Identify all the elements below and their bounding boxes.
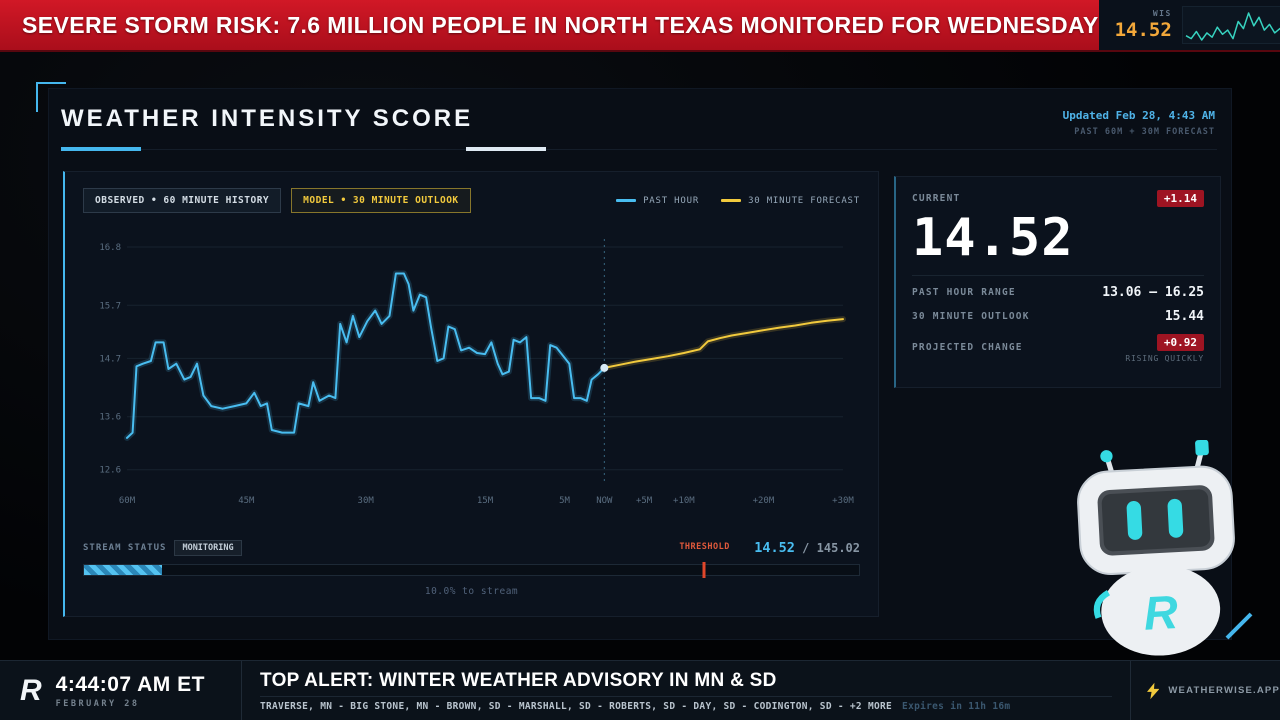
legend-swatch — [616, 199, 637, 202]
svg-text:14.7: 14.7 — [99, 354, 121, 364]
svg-text:+30M: +30M — [832, 496, 854, 506]
threshold-label: THRESHOLD — [679, 542, 730, 552]
chart-legend: PAST HOUR 30 MINUTE FORECAST — [616, 196, 860, 206]
stat-label: 30 MINUTE OUTLOOK — [912, 310, 1030, 322]
chart-toolbar: OBSERVED • 60 MINUTE HISTORY MODEL • 30 … — [83, 188, 860, 213]
robot-eye-icon — [1126, 500, 1143, 540]
projected-label: PROJECTED CHANGE — [912, 342, 1023, 354]
legend-swatch — [721, 199, 742, 202]
corner-bracket-icon — [36, 82, 38, 112]
brand-section: WEATHERWISE.APP — [1130, 661, 1280, 720]
current-value: 14.52 — [912, 208, 1074, 268]
stream-value: 14.52 / 145.02 — [754, 540, 860, 556]
wis-ticker-value: 14.52 — [1114, 19, 1172, 41]
progress-note: 10.0% to stream — [424, 586, 519, 597]
updated-timestamp: Updated Feb 28, 4:43 AM — [1062, 109, 1215, 122]
alert-expires: Expires in 11h 16m — [902, 700, 1011, 712]
current-row: CURRENT +1.14 — [912, 190, 1204, 207]
robot-eye-icon — [1167, 498, 1184, 538]
clock-block: 4:44:07 AM ET FEBRUARY 28 — [56, 673, 205, 709]
svg-text:15.7: 15.7 — [99, 301, 121, 311]
wis-sparkline-chart — [1181, 6, 1280, 44]
chart-card: OBSERVED • 60 MINUTE HISTORY MODEL • 30 … — [63, 171, 879, 617]
wis-ticker: WIS 14.52 — [1098, 0, 1280, 50]
stat-value: 13.06 – 16.25 — [1102, 284, 1204, 300]
stats-divider — [912, 274, 1204, 276]
monitoring-badge: MONITORING — [174, 539, 242, 556]
alert-divider — [260, 695, 1112, 697]
progress-fill — [84, 565, 162, 575]
lightning-bolt-icon — [1147, 682, 1160, 699]
stream-progress-bar — [83, 562, 860, 578]
projected-column: +0.92 RISING QUICKLY — [1125, 333, 1204, 363]
wis-ticker-label: WIS — [1152, 9, 1172, 18]
stat-row-range: PAST HOUR RANGE 13.06 – 16.25 — [912, 285, 1204, 300]
corner-bracket-icon — [36, 82, 66, 84]
title-accent-cyan — [61, 147, 141, 151]
alert-locations: TRAVERSE, MN - BIG STONE, MN - BROWN, SD… — [260, 700, 893, 712]
legend-item-past-hour: PAST HOUR — [616, 196, 699, 206]
stream-max-value: 145.02 — [816, 540, 860, 555]
antenna-tip-icon — [1195, 440, 1209, 456]
svg-text:+5M: +5M — [636, 496, 653, 506]
svg-text:NOW: NOW — [596, 496, 613, 506]
banner-headline: SEVERE STORM RISK: 7.6 MILLION PEOPLE IN… — [22, 11, 1099, 38]
svg-text:13.6: 13.6 — [99, 413, 121, 423]
svg-text:12.6: 12.6 — [99, 466, 121, 476]
alert-banner: SEVERE STORM RISK: 7.6 MILLION PEOPLE IN… — [0, 0, 1280, 52]
clock-section: R 4:44:07 AM ET FEBRUARY 28 — [0, 661, 242, 720]
weather-intensity-panel: WEATHER INTENSITY SCORE Updated Feb 28, … — [48, 88, 1232, 640]
threshold-marker — [702, 562, 706, 578]
stream-status-label: STREAM STATUS — [83, 542, 167, 553]
current-label: CURRENT — [912, 193, 961, 204]
stream-current-value: 14.52 — [754, 539, 795, 556]
robot-mascot: R — [1077, 440, 1235, 656]
header-meta: Updated Feb 28, 4:43 AM PAST 60M + 30M F… — [1063, 105, 1215, 137]
svg-text:60M: 60M — [119, 496, 136, 506]
antenna-tip-icon — [1100, 450, 1113, 463]
stat-row-projected: PROJECTED CHANGE +0.92 RISING QUICKLY — [912, 333, 1204, 363]
stat-label: PAST HOUR RANGE — [912, 286, 1016, 298]
svg-text:45M: 45M — [238, 496, 255, 506]
svg-text:5M: 5M — [559, 496, 570, 506]
legend-label: PAST HOUR — [643, 195, 700, 206]
tab-model-outlook[interactable]: MODEL • 30 MINUTE OUTLOOK — [291, 188, 471, 213]
projected-badge: +0.92 — [1156, 333, 1204, 351]
legend-item-forecast: 30 MINUTE FORECAST — [721, 196, 860, 206]
range-note: PAST 60M + 30M FORECAST — [1074, 127, 1215, 137]
alert-section: TOP ALERT: WINTER WEATHER ADVISORY IN MN… — [242, 661, 1130, 720]
change-badge: +1.14 — [1156, 190, 1204, 207]
stat-value: 15.44 — [1164, 308, 1204, 324]
svg-text:30M: 30M — [358, 496, 375, 506]
current-stats-card: CURRENT +1.14 14.52 PAST HOUR RANGE 13.0… — [894, 176, 1221, 388]
robot-letter: R — [1142, 585, 1179, 640]
clock-date: FEBRUARY 28 — [55, 698, 140, 709]
stream-value-separator: / — [802, 540, 810, 555]
clock-time: 4:44:07 AM ET — [55, 672, 205, 696]
stream-section: STREAM STATUS MONITORING THRESHOLD 14.52… — [83, 539, 860, 597]
stream-status-row: STREAM STATUS MONITORING THRESHOLD 14.52… — [83, 539, 860, 556]
panel-header: WEATHER INTENSITY SCORE Updated Feb 28, … — [49, 89, 1231, 137]
stat-row-outlook: 30 MINUTE OUTLOOK 15.44 — [912, 309, 1204, 324]
svg-text:+10M: +10M — [673, 496, 695, 506]
projected-note: RISING QUICKLY — [1125, 353, 1204, 363]
footer-bar: R 4:44:07 AM ET FEBRUARY 28 TOP ALERT: W… — [0, 660, 1280, 720]
intensity-chart: 16.8 15.7 14.7 13.6 12.6 60M 45M 30M 15M 5M NOW +5M… — [99, 239, 854, 506]
page-title: WEATHER INTENSITY SCORE — [61, 105, 474, 132]
title-accent-white — [466, 147, 546, 151]
alert-title: TOP ALERT: WINTER WEATHER ADVISORY IN MN… — [260, 669, 777, 691]
svg-text:+20M: +20M — [753, 496, 775, 506]
svg-text:16.8: 16.8 — [99, 243, 121, 253]
wis-ticker-readout: WIS 14.52 — [1115, 9, 1172, 41]
brand-name: WEATHERWISE.APP — [1168, 685, 1280, 696]
brand-logo: R — [20, 673, 42, 707]
tab-observed-history[interactable]: OBSERVED • 60 MINUTE HISTORY — [83, 188, 282, 213]
title-divider — [61, 147, 1217, 151]
alert-locations-row: TRAVERSE, MN - BIG STONE, MN - BROWN, SD… — [260, 701, 1112, 712]
svg-text:15M: 15M — [477, 496, 494, 506]
legend-label: 30 MINUTE FORECAST — [748, 195, 860, 206]
